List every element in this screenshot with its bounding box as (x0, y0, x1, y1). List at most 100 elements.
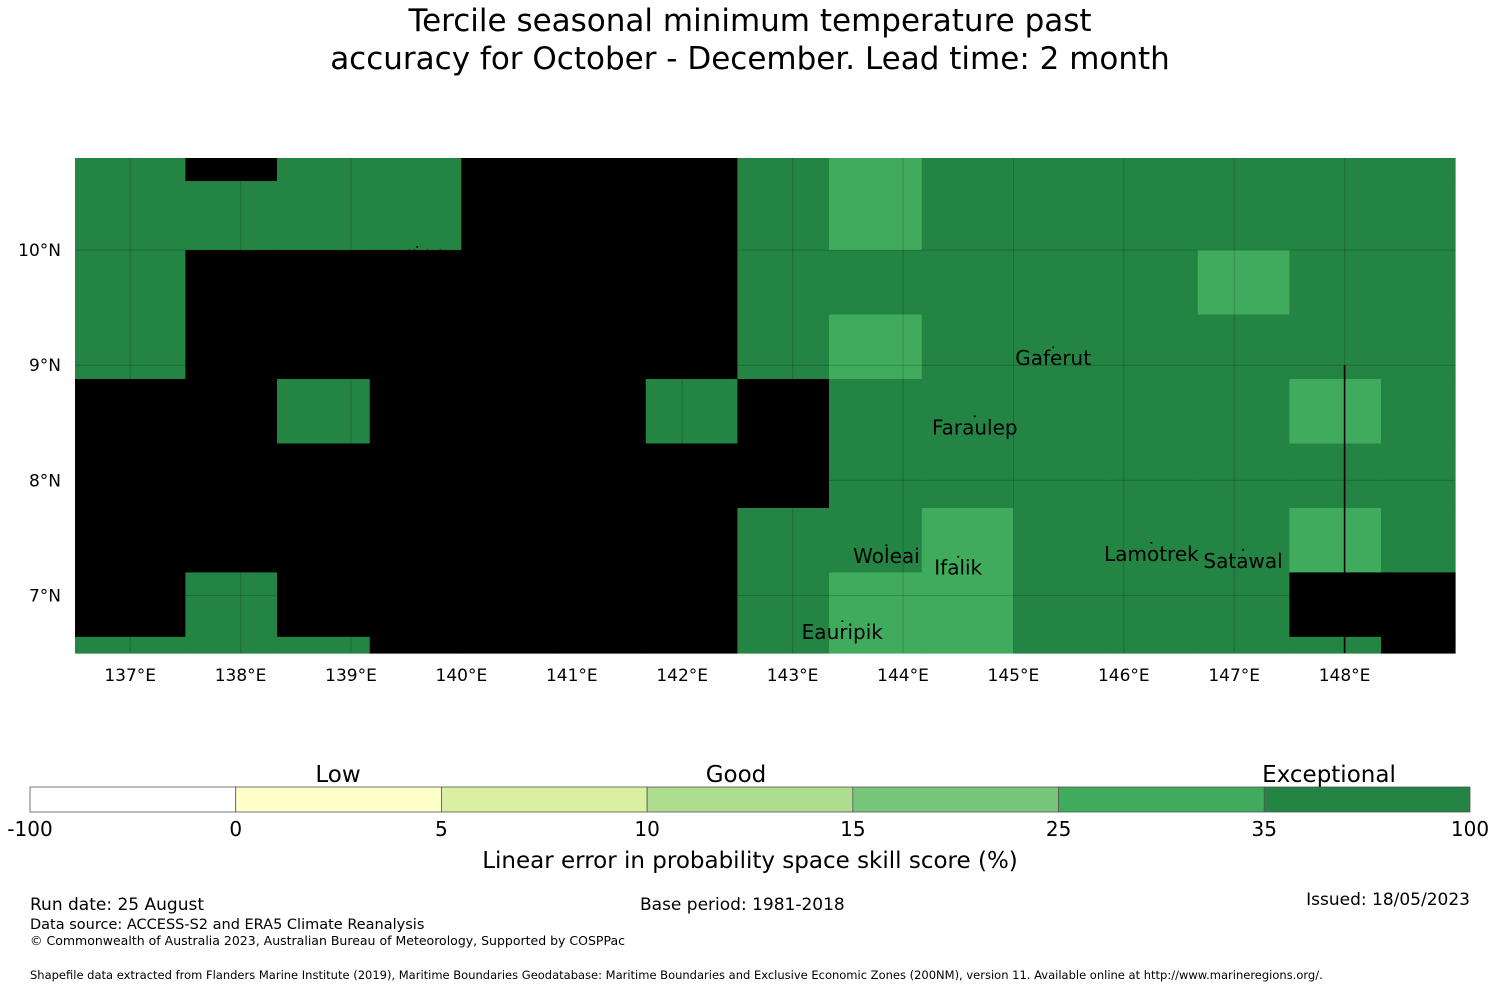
grid-cell (921, 314, 1014, 380)
grid-cell (1013, 379, 1106, 445)
legend-tick-label: 5 (435, 817, 448, 841)
legend-tick-label: 0 (229, 817, 242, 841)
grid-cell (1197, 314, 1290, 380)
grid-cell (553, 314, 647, 380)
legend-tick-label: 10 (634, 817, 659, 841)
place-label: Eauripik (802, 620, 884, 644)
grid-cell (369, 379, 462, 445)
grid-cell (921, 250, 1014, 316)
grid-cell (277, 158, 371, 182)
island-marker (264, 292, 267, 295)
grid-cell (1197, 250, 1290, 316)
longitude-tick-label: 139°E (325, 666, 377, 686)
grid-cell (645, 158, 738, 182)
grid-cell (185, 379, 278, 445)
grid-cell (1289, 507, 1382, 574)
grid-cell (1289, 250, 1382, 316)
place-labels: Ulithi Faïs Yap Gaferut Faraulep Sorol Woleai L… (248, 246, 1283, 644)
grid-cell (1381, 379, 1456, 445)
issued-date: Issued: 18/05/2023 (1306, 890, 1470, 910)
grid-cell (277, 250, 371, 316)
grid-cell (75, 181, 186, 251)
grid-cell (75, 158, 186, 182)
grid-cell (1197, 507, 1290, 574)
grid-cell (461, 572, 554, 638)
longitude-tick-label: 141°E (546, 666, 598, 686)
legend-color-box (852, 786, 1059, 813)
grid-cell (553, 379, 647, 445)
grid-cell (1013, 314, 1106, 380)
grid-cell (737, 158, 830, 182)
grid-cell (829, 443, 923, 509)
grid-cell (645, 572, 738, 638)
data-source: Data source: ACCESS-S2 and ERA5 Climate … (30, 917, 425, 933)
grid-cell (1381, 507, 1456, 574)
grid-cell (645, 507, 738, 574)
grid-cell (369, 314, 462, 380)
grid-cell (553, 181, 647, 251)
island-marker (501, 459, 504, 462)
grid-cell (1381, 314, 1456, 380)
latitude-tick-label: 8°N (29, 471, 61, 491)
legend-category-label: Low (315, 762, 360, 788)
grid-cell (75, 314, 186, 380)
grid-cell (461, 314, 554, 380)
grid-cell (921, 507, 1014, 574)
legend-color-box (235, 786, 442, 813)
grid-cell (645, 181, 738, 251)
grid-cell (1381, 181, 1456, 251)
grid-cell (1289, 379, 1382, 445)
place-label: Ulithi (391, 246, 443, 270)
longitude-tick-label: 146°E (1098, 666, 1150, 686)
place-label: Sorol (477, 459, 528, 483)
grid-cell (737, 636, 830, 654)
longitude-tick-label: 143°E (767, 666, 819, 686)
legend-tick-label: 100 (1451, 817, 1489, 841)
place-label: Lamotrek (1104, 542, 1199, 566)
legend-tick-label: 15 (840, 817, 865, 841)
legend-color-box (1263, 786, 1471, 813)
run-date: Run date: 25 August (30, 895, 204, 915)
grid-cell (369, 507, 462, 574)
grid-cell (1289, 314, 1382, 380)
legend-color-box (29, 786, 237, 813)
grid-cell (369, 572, 462, 638)
title-line-2: accuracy for October - December. Lead ti… (330, 41, 1170, 77)
grid-cell (1381, 443, 1456, 509)
latitude-tick-label: 7°N (29, 586, 61, 606)
grid-cell (921, 379, 1014, 445)
longitude-tick-label: 147°E (1208, 666, 1260, 686)
grid-cell (1105, 572, 1199, 638)
grid-cell (185, 572, 278, 638)
grid-cell (1105, 158, 1199, 182)
title-line-1: Tercile seasonal minimum temperature pas… (408, 3, 1092, 39)
grid-cell (1105, 314, 1199, 380)
copyright: © Commonwealth of Australia 2023, Austra… (30, 933, 625, 948)
longitude-tick-label: 138°E (215, 666, 267, 686)
legend-tick-label: 35 (1252, 817, 1277, 841)
grid-cell (737, 379, 830, 445)
longitude-tick-label: 148°E (1319, 666, 1371, 686)
island-marker (1150, 541, 1153, 544)
grid-cell (921, 443, 1014, 509)
grid-cell (921, 572, 1014, 638)
grid-cell (75, 507, 186, 574)
grid-cell (75, 250, 186, 316)
legend-tick-label: -100 (7, 817, 52, 841)
island-marker (416, 246, 419, 249)
grid-cell (277, 443, 371, 509)
grid-cell (1289, 158, 1382, 182)
island-marker (973, 415, 976, 418)
longitude-ticks: 137°E 138°E 139°E 140°E 141°E 142°E 143°E 144°E… (104, 666, 1370, 686)
longitude-tick-label: 145°E (988, 666, 1040, 686)
grid-cell (461, 181, 554, 251)
grid-cell (553, 443, 647, 509)
grid-cell (277, 572, 371, 638)
place-label: Satawal (1203, 549, 1282, 573)
grid-cell (369, 250, 462, 316)
grid-cell (645, 314, 738, 380)
latitude-ticks: 10°N 9°N 8°N 7°N (18, 241, 61, 606)
grid-cell (1105, 636, 1199, 654)
longitude-tick-label: 142°E (656, 666, 708, 686)
legend-tick-labels: -100 0 5 10 15 25 35 100 (7, 817, 1489, 841)
